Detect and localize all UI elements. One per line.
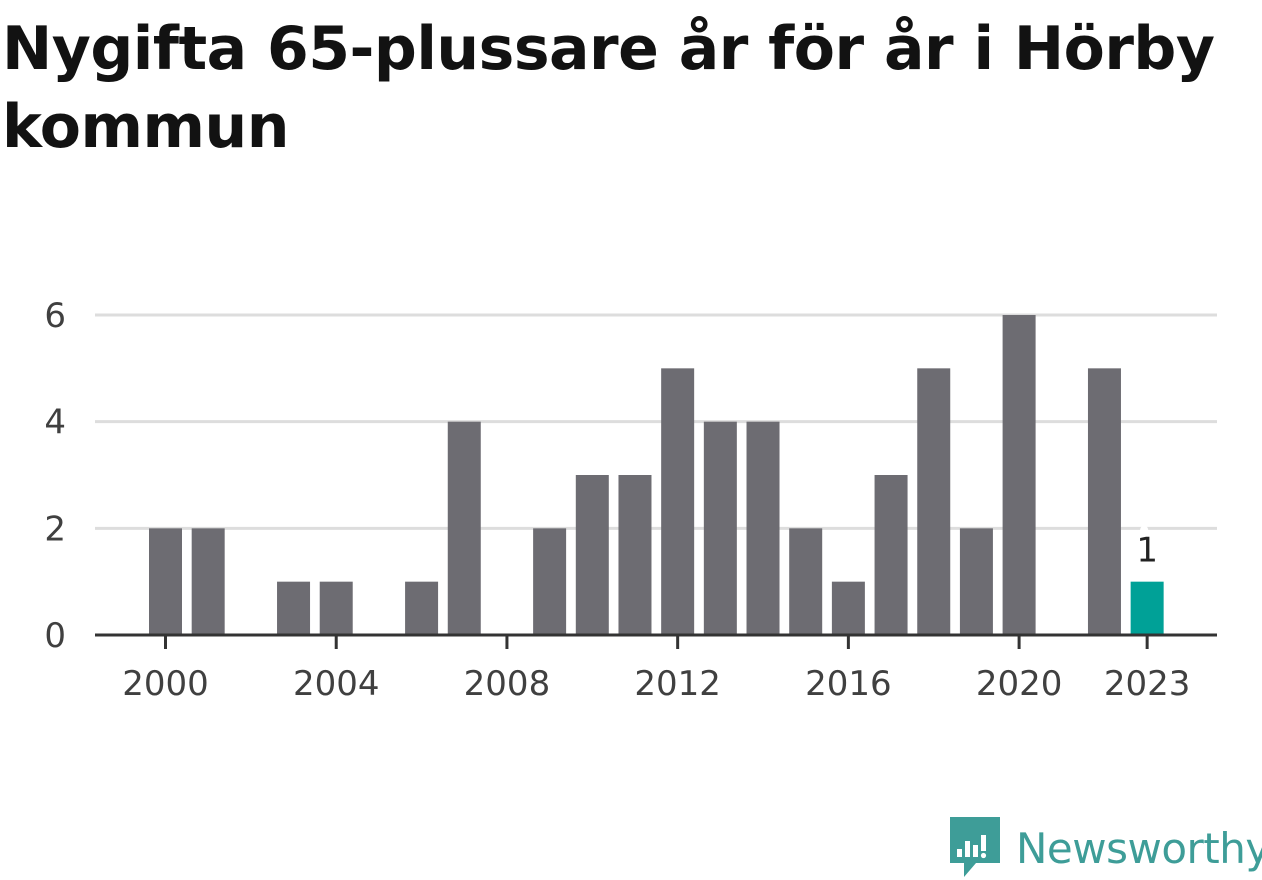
- bar-2017: [874, 475, 908, 635]
- chart-title: Nygifta 65-plussare år för år i Hörby ko…: [2, 14, 1215, 162]
- y-tick-label: 4: [44, 403, 66, 443]
- bar-2006: [405, 581, 439, 635]
- bar-2007: [447, 421, 481, 635]
- x-tick-label: 2012: [634, 664, 721, 704]
- bar-2022: [1087, 368, 1121, 635]
- y-axis-tick-labels: 0 2 4 6: [44, 296, 66, 656]
- bar-2019: [959, 528, 993, 635]
- y-tick-label: 0: [44, 616, 66, 656]
- bars: [149, 315, 1164, 635]
- y-tick-label: 2: [44, 509, 66, 549]
- x-tick-label: 2016: [805, 664, 892, 704]
- bar-2010: [575, 475, 609, 635]
- bar-2001: [191, 528, 225, 635]
- bar-highlight-2023: [1130, 581, 1164, 635]
- y-tick-label: 6: [44, 296, 66, 336]
- x-tick-label: 2023: [1104, 664, 1191, 704]
- bar-2020: [1002, 315, 1036, 635]
- bar-2018: [917, 368, 951, 635]
- bar-2004: [319, 581, 353, 635]
- bar-2015: [789, 528, 823, 635]
- bar-2014: [746, 421, 780, 635]
- bar-2009: [533, 528, 567, 635]
- x-tick-label: 2008: [464, 664, 551, 704]
- data-label-dot: [1140, 525, 1149, 534]
- data-label-2023: 1: [1136, 531, 1158, 571]
- x-tick-label: 2020: [976, 664, 1063, 704]
- data-labels: 1: [1136, 525, 1158, 571]
- x-axis-tick-labels: 2000 2004 2008 2012 2016 2020 2023: [122, 664, 1190, 704]
- bar-2016: [831, 581, 865, 635]
- newsworthy-brand: Newsworthy: [950, 816, 1262, 880]
- gridlines: [95, 313, 1217, 530]
- newsworthy-logo-icon: [950, 817, 1000, 877]
- brand-name: Newsworthy: [1016, 823, 1262, 873]
- bar-2003: [277, 581, 311, 635]
- bar-2012: [661, 368, 695, 635]
- x-tick-label: 2004: [293, 664, 380, 704]
- bar-2000: [149, 528, 182, 635]
- x-axis: [95, 633, 1217, 649]
- bar-2011: [618, 475, 652, 635]
- x-tick-label: 2000: [122, 664, 209, 704]
- bar-2013: [703, 421, 737, 635]
